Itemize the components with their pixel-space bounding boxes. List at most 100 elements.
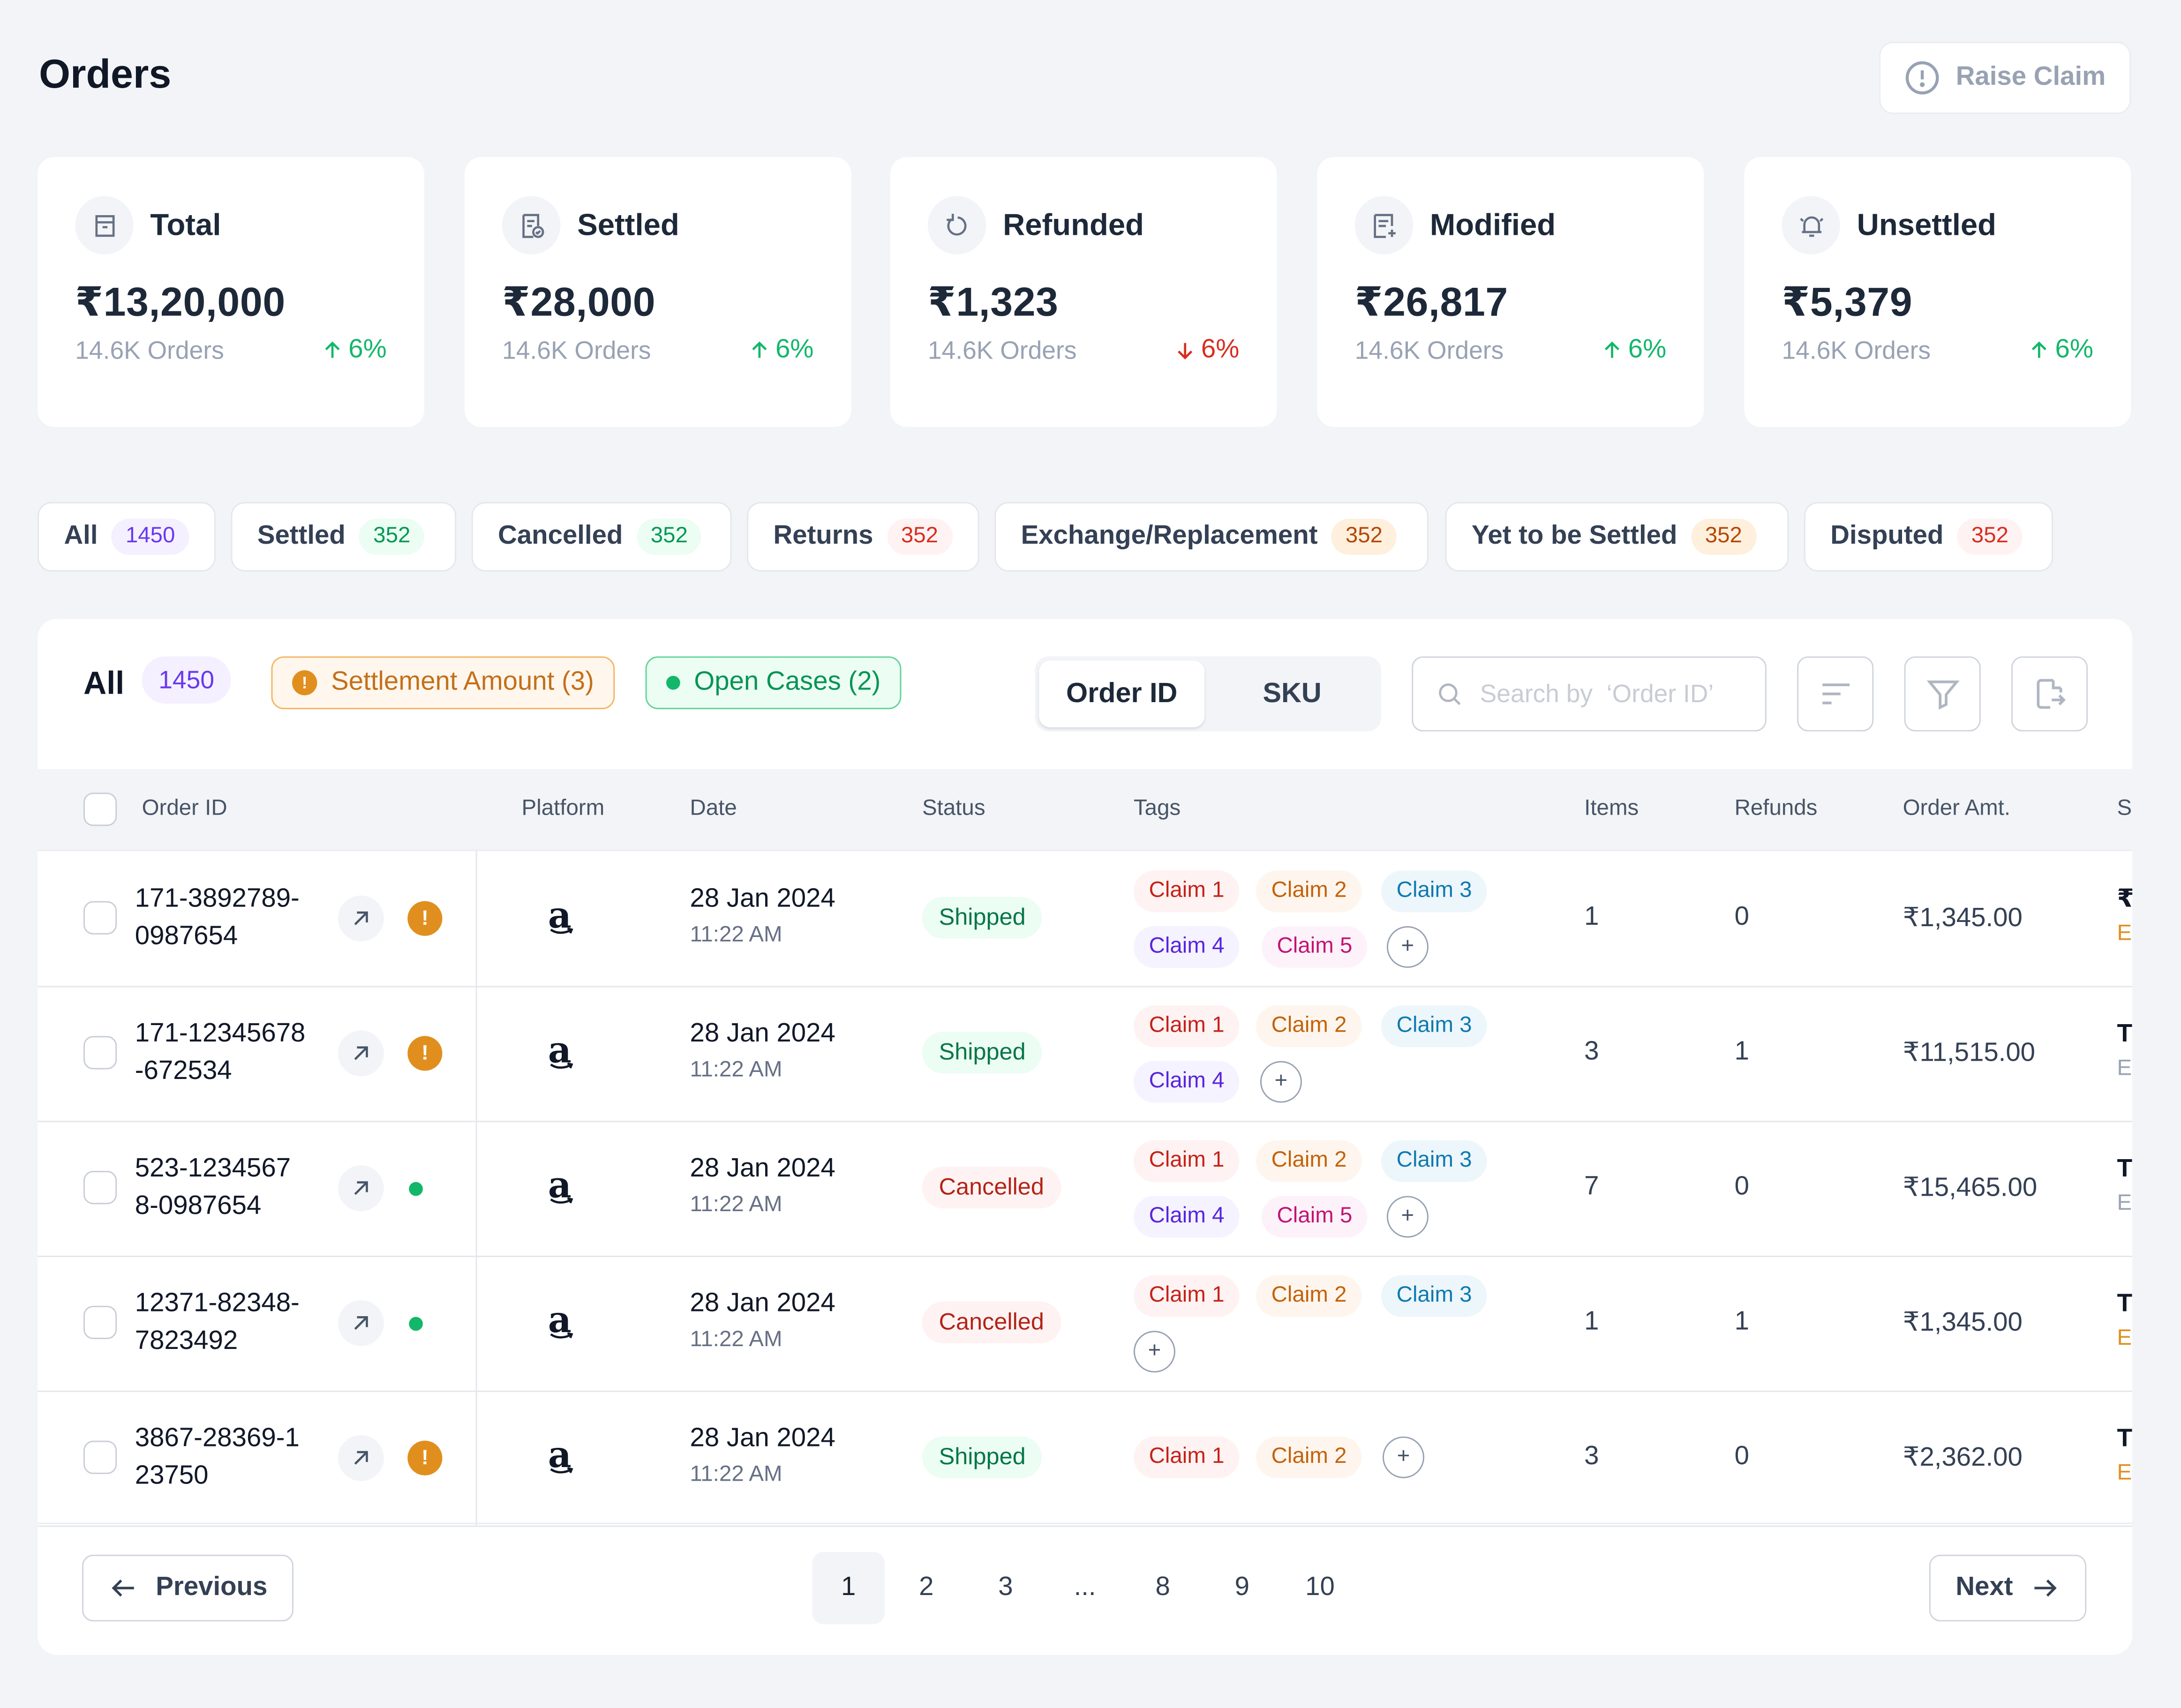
raise-claim-button[interactable]: Raise Claim — [1879, 42, 2131, 114]
col-status[interactable]: Status — [922, 796, 985, 821]
previous-button[interactable]: Previous — [82, 1554, 294, 1622]
tab-returns[interactable]: Returns 352 — [747, 502, 979, 572]
col-refunds[interactable]: Refunds — [1734, 796, 1818, 821]
col-order-id[interactable]: Order ID — [142, 796, 227, 821]
table-row[interactable]: 171-3892789- 0987654 ! a 28 Jan 2024 11:… — [38, 851, 2133, 988]
page-9[interactable]: 9 — [1234, 1573, 1250, 1602]
row-checkbox[interactable] — [83, 1305, 117, 1340]
order-id-line-2: 8-0987654 — [135, 1191, 262, 1221]
stat-value: ₹26,817 — [1354, 281, 1508, 326]
tag-chip[interactable]: Claim 5 — [1261, 1196, 1368, 1238]
add-tag-button[interactable]: + — [1260, 1061, 1302, 1103]
table-row[interactable]: 3867-28369-1 23750 ! a 28 Jan 2024 11:22… — [38, 1390, 2133, 1527]
table-row[interactable]: 523-1234567 8-0987654 a 28 Jan 2024 11:2… — [38, 1121, 2133, 1257]
tag-chip[interactable]: Claim 2 — [1256, 1005, 1362, 1048]
tag-chip[interactable]: Claim 3 — [1381, 870, 1488, 913]
tab-label: All — [64, 521, 98, 551]
tag-chip[interactable]: Claim 4 — [1133, 926, 1240, 968]
table-row[interactable]: 171-12345678 -672534 ! a 28 Jan 2024 11:… — [38, 986, 2133, 1123]
stat-label: Modified — [1429, 207, 1556, 242]
order-date: 28 Jan 2024 — [690, 1154, 835, 1184]
add-tag-button[interactable]: + — [1382, 1436, 1425, 1478]
items-count: 3 — [1584, 1037, 1599, 1067]
settlement-amount-label: Settlement Amount (3) — [331, 667, 594, 697]
open-order-button[interactable] — [338, 1300, 384, 1346]
table-row[interactable]: 12371-82348- 7823492 a 28 Jan 2024 11:22… — [38, 1256, 2133, 1392]
column-divider — [475, 1121, 477, 1256]
page-10[interactable]: 10 — [1305, 1573, 1335, 1602]
tag-chip[interactable]: Claim 2 — [1256, 870, 1362, 913]
tab-count: 352 — [1957, 518, 2023, 555]
order-id[interactable]: 171-12345678 -672534 — [135, 1015, 306, 1090]
stat-card-unsettled: Unsettled ₹5,379 14.6K Orders 6% — [1744, 157, 2131, 427]
col-date[interactable]: Date — [690, 796, 737, 821]
tag-chip[interactable]: Claim 2 — [1256, 1140, 1362, 1182]
add-tag-button[interactable]: + — [1386, 1196, 1429, 1238]
tag-chip[interactable]: Claim 1 — [1133, 870, 1240, 913]
refunds-count: 0 — [1734, 1172, 1749, 1202]
tag-chip[interactable]: Claim 2 — [1256, 1275, 1362, 1317]
col-settlement[interactable]: S — [2117, 796, 2132, 821]
tag-chip[interactable]: Claim 2 — [1256, 1436, 1362, 1478]
next-button[interactable]: Next — [1929, 1554, 2087, 1622]
arrow-up-right-icon — [354, 1451, 368, 1465]
col-items[interactable]: Items — [1584, 796, 1639, 821]
open-order-button[interactable] — [338, 1030, 384, 1077]
row-checkbox[interactable] — [83, 901, 117, 935]
tag-chip[interactable]: Claim 1 — [1133, 1436, 1240, 1478]
open-order-button[interactable] — [338, 1165, 384, 1212]
tag-chip[interactable]: Claim 3 — [1381, 1005, 1488, 1048]
tab-exchange-replacement[interactable]: Exchange/Replacement 352 — [994, 502, 1429, 572]
order-id[interactable]: 12371-82348- 7823492 — [135, 1285, 300, 1360]
tag-chip[interactable]: Claim 4 — [1133, 1061, 1240, 1103]
tag-chip[interactable]: Claim 3 — [1381, 1275, 1488, 1317]
filter-button[interactable] — [1904, 656, 1981, 732]
receipt-check-icon — [502, 196, 561, 255]
stat-label: Settled — [577, 207, 679, 242]
select-all-checkbox[interactable] — [83, 793, 117, 826]
settlement-amount-filter[interactable]: ! Settlement Amount (3) — [271, 656, 615, 710]
receipt-edit-icon — [1354, 196, 1414, 255]
order-id[interactable]: 523-1234567 8-0987654 — [135, 1150, 291, 1225]
tab-yet-to-be-settled[interactable]: Yet to be Settled 352 — [1445, 502, 1789, 572]
column-divider — [475, 1256, 477, 1391]
page-1[interactable]: 1 — [812, 1551, 885, 1625]
tab-cancelled[interactable]: Cancelled 352 — [471, 502, 732, 572]
tag-chip[interactable]: Claim 1 — [1133, 1005, 1240, 1048]
page-2[interactable]: 2 — [919, 1573, 934, 1602]
status-badge: Cancelled — [922, 1167, 1061, 1209]
page-title: Orders — [39, 52, 172, 97]
tab-settled[interactable]: Settled 352 — [231, 502, 457, 572]
order-id[interactable]: 3867-28369-1 23750 — [135, 1420, 300, 1495]
tab-all[interactable]: All 1450 — [38, 502, 216, 572]
row-checkbox[interactable] — [83, 1440, 117, 1474]
amazon-logo: a — [548, 899, 579, 940]
page-8[interactable]: 8 — [1155, 1573, 1170, 1602]
sort-button[interactable] — [1797, 656, 1874, 732]
segment-sku[interactable]: SKU — [1263, 678, 1322, 709]
add-tag-button[interactable]: + — [1386, 926, 1429, 968]
col-order-amt[interactable]: Order Amt. — [1903, 796, 2011, 821]
open-order-button[interactable] — [338, 895, 384, 942]
export-button[interactable] — [2011, 656, 2088, 732]
open-order-button[interactable] — [338, 1435, 384, 1481]
page-3[interactable]: 3 — [998, 1573, 1013, 1602]
add-tag-button[interactable]: + — [1133, 1331, 1175, 1373]
tag-chip[interactable]: Claim 1 — [1133, 1140, 1240, 1182]
segment-order-id[interactable]: Order ID — [1039, 660, 1205, 727]
tab-disputed[interactable]: Disputed 352 — [1804, 502, 2053, 572]
stat-value: ₹1,323 — [927, 281, 1059, 326]
col-platform[interactable]: Platform — [521, 796, 605, 821]
order-id[interactable]: 171-3892789- 0987654 — [135, 880, 300, 955]
arrow-up-icon — [321, 339, 343, 361]
row-checkbox[interactable] — [83, 1036, 117, 1070]
col-tags[interactable]: Tags — [1133, 796, 1181, 821]
tag-chip[interactable]: Claim 5 — [1261, 926, 1368, 968]
tag-chip[interactable]: Claim 3 — [1381, 1140, 1488, 1182]
arrow-up-right-icon — [354, 911, 368, 925]
open-cases-filter[interactable]: Open Cases (2) — [645, 656, 902, 710]
tag-chip[interactable]: Claim 4 — [1133, 1196, 1240, 1238]
tag-chip[interactable]: Claim 1 — [1133, 1275, 1240, 1317]
search-input[interactable] — [1477, 678, 1747, 710]
row-checkbox[interactable] — [83, 1171, 117, 1205]
